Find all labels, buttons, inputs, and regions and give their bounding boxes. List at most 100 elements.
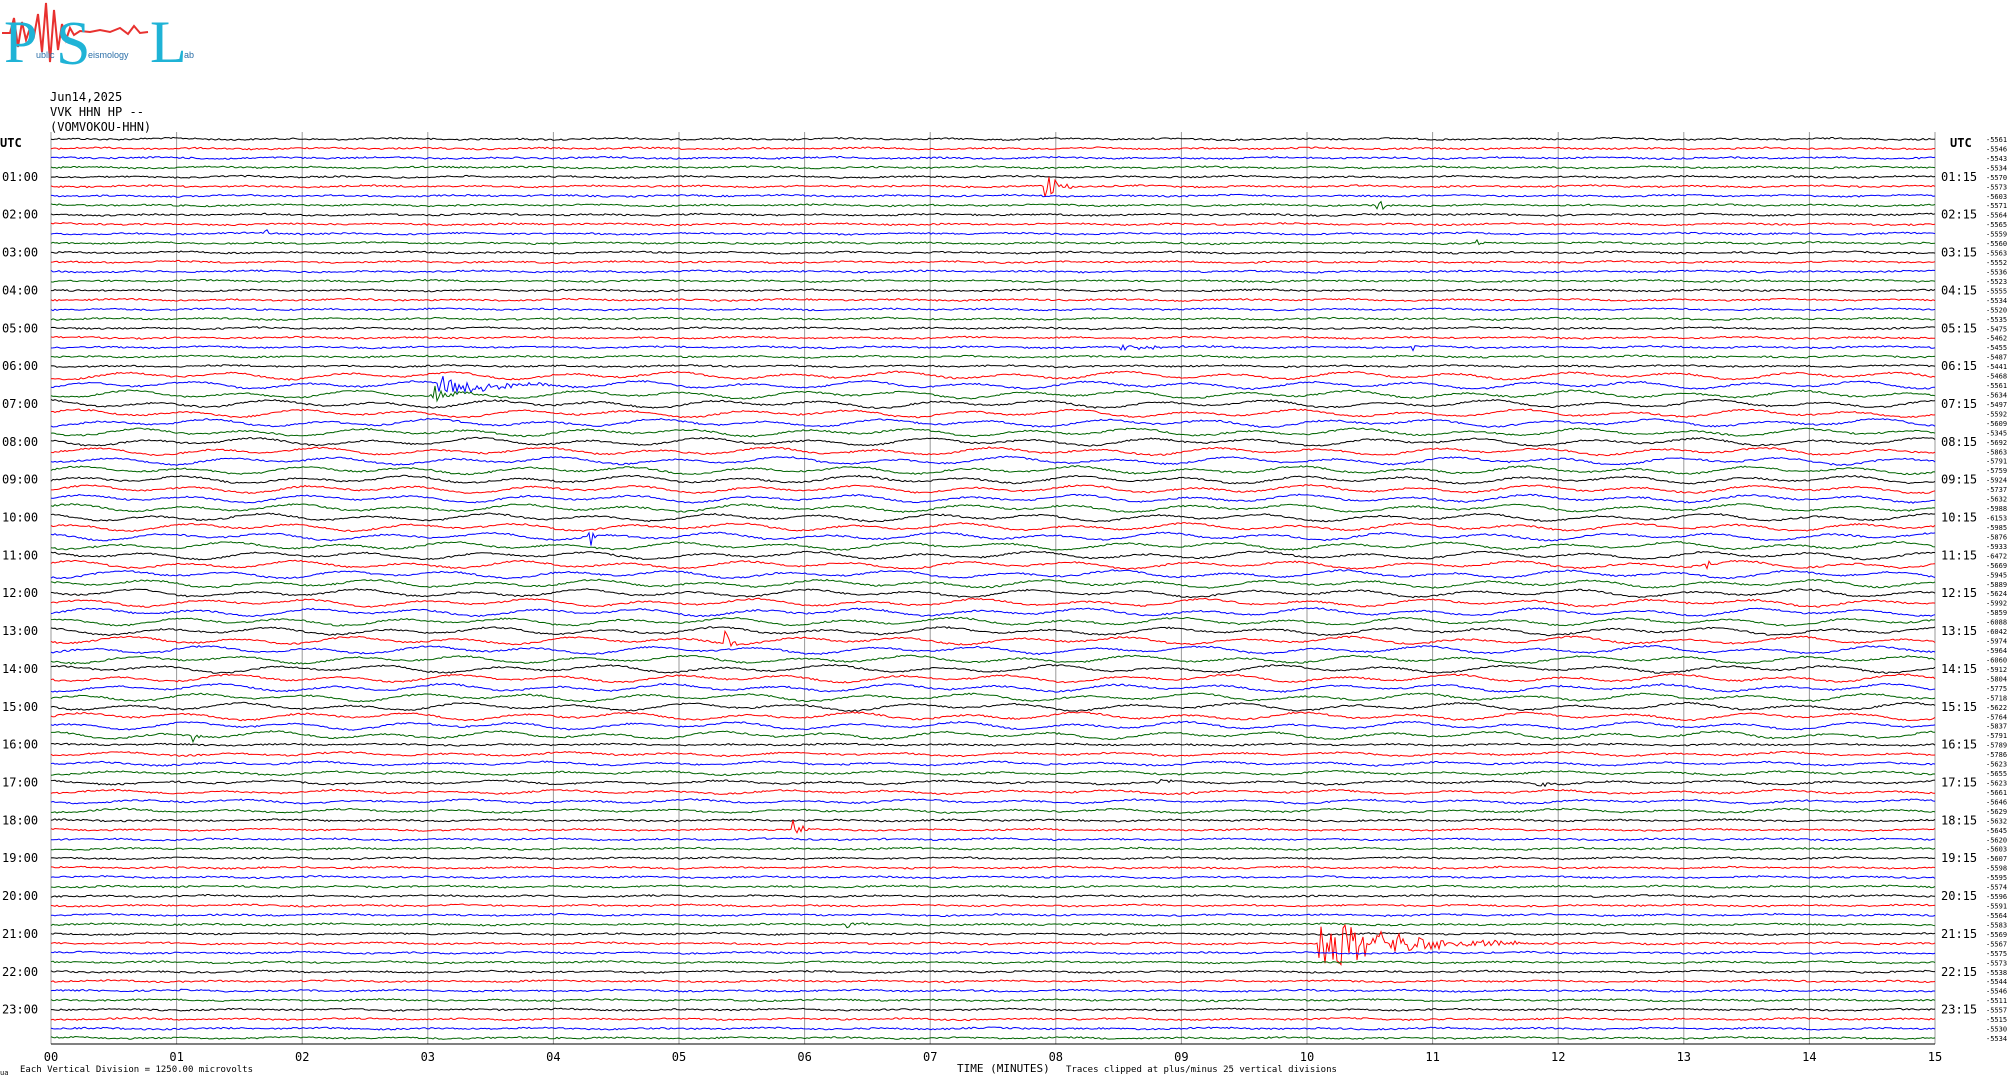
trace-offset-label: -5571 xyxy=(1986,202,2007,210)
trace-54 xyxy=(50,644,1936,656)
x-tick-label: 04 xyxy=(546,1050,560,1064)
left-hour-label: 06:00 xyxy=(2,359,38,373)
trace-offset-label: -5573 xyxy=(1986,959,2007,967)
trace-offset-label: -5497 xyxy=(1986,401,2007,409)
trace-offset-label: -5563 xyxy=(1986,250,2007,258)
x-tick-label: 05 xyxy=(672,1050,686,1064)
right-hour-label: 18:15 xyxy=(1941,813,1977,827)
trace-64 xyxy=(50,742,1936,747)
trace-offset-label: -5564 xyxy=(1986,212,2007,220)
trace-offset-label: -5863 xyxy=(1986,448,2007,456)
trace-offset-label: -5609 xyxy=(1986,420,2007,428)
trace-92 xyxy=(51,1007,1936,1012)
trace-offset-label: -5583 xyxy=(1986,921,2007,929)
trace-1 xyxy=(50,146,1935,151)
trace-offset-label: -5559 xyxy=(1986,231,2007,239)
trace-offset-label: -5789 xyxy=(1986,742,2007,750)
trace-offset-label: -5629 xyxy=(1986,808,2007,816)
left-hour-label: 17:00 xyxy=(2,775,38,789)
trace-offset-label: -5985 xyxy=(1986,524,2007,532)
seismic-traces xyxy=(50,136,1936,1040)
trace-offset-label: -5992 xyxy=(1986,600,2007,608)
trace-12 xyxy=(50,250,1936,255)
trace-offset-label: -5804 xyxy=(1986,675,2007,683)
trace-offset-label: -5632 xyxy=(1986,496,2007,504)
trace-45 xyxy=(50,559,1936,570)
trace-65 xyxy=(50,750,1936,758)
logo-letter-p: P xyxy=(4,9,37,75)
trace-53 xyxy=(50,629,1936,648)
left-hour-label: 07:00 xyxy=(2,397,38,411)
trace-57 xyxy=(50,673,1936,684)
trace-offset-label: -5570 xyxy=(1986,174,2007,182)
trace-offset-label: -5737 xyxy=(1986,486,2007,494)
left-hour-label: 18:00 xyxy=(2,813,38,827)
right-hour-label: 11:15 xyxy=(1941,548,1977,562)
trace-91 xyxy=(50,998,1936,1003)
trace-offset-label: -5511 xyxy=(1986,997,2007,1005)
trace-offset-label: -6042 xyxy=(1986,628,2007,636)
x-tick-label: 09 xyxy=(1174,1050,1188,1064)
trace-13 xyxy=(50,259,1936,265)
trace-offset-label: -5595 xyxy=(1986,874,2007,882)
right-hour-label: 02:15 xyxy=(1941,208,1977,222)
trace-offset-label: -5534 xyxy=(1986,164,2007,172)
trace-90 xyxy=(50,988,1936,993)
trace-offset-label: -5759 xyxy=(1986,467,2007,475)
trace-41 xyxy=(50,522,1936,533)
trace-offset-label: -5561 xyxy=(1986,382,2007,390)
right-hour-label: 20:15 xyxy=(1941,889,1977,903)
trace-offset-label: -5520 xyxy=(1986,306,2007,314)
trace-offset-label: -5692 xyxy=(1986,439,2007,447)
trace-89 xyxy=(50,979,1936,984)
trace-offset-label: -5933 xyxy=(1986,543,2007,551)
x-tick-label: 00 xyxy=(44,1050,58,1064)
logo-letter-s: S xyxy=(56,10,90,78)
left-hour-label: 03:00 xyxy=(2,246,38,260)
trace-offset-label: -5775 xyxy=(1986,685,2007,693)
trace-offset-label: -5620 xyxy=(1986,836,2007,844)
trace-76 xyxy=(50,856,1936,861)
trace-26 xyxy=(50,376,1936,394)
right-hour-label: 14:15 xyxy=(1941,662,1977,676)
trace-offset-label: -5876 xyxy=(1986,533,2007,541)
trace-3 xyxy=(50,165,1936,170)
trace-offset-label: -5565 xyxy=(1986,221,2007,229)
trace-16 xyxy=(51,288,1936,293)
right-hour-label: 05:15 xyxy=(1941,321,1977,335)
trace-offset-label: -5964 xyxy=(1986,647,2007,655)
x-axis-title: TIME (MINUTES) xyxy=(957,1062,1050,1075)
right-hour-label: 17:15 xyxy=(1941,775,1977,789)
x-tick-label: 12 xyxy=(1551,1050,1565,1064)
left-hour-label: 20:00 xyxy=(2,889,38,903)
trace-14 xyxy=(50,269,1936,274)
trace-49 xyxy=(50,597,1936,608)
right-hour-label: 22:15 xyxy=(1941,965,1977,979)
trace-offset-label: -5535 xyxy=(1986,316,2007,324)
trace-19 xyxy=(50,316,1936,321)
trace-offset-label: -5561 xyxy=(1986,136,2007,144)
trace-offset-label: -5661 xyxy=(1986,789,2007,797)
right-hour-label: 07:15 xyxy=(1941,397,1977,411)
trace-33 xyxy=(50,446,1936,457)
trace-82 xyxy=(51,912,1936,918)
trace-94 xyxy=(50,1026,1936,1031)
trace-offset-label: -5596 xyxy=(1986,893,2007,901)
trace-79 xyxy=(50,884,1936,889)
trace-offset-label: -5515 xyxy=(1986,1016,2007,1024)
trace-offset-label: -5945 xyxy=(1986,571,2007,579)
trace-27 xyxy=(50,385,1936,403)
trace-62 xyxy=(50,720,1936,731)
left-hour-label: 12:00 xyxy=(2,586,38,600)
trace-30 xyxy=(50,417,1936,428)
trace-52 xyxy=(50,626,1936,637)
right-hour-label: 08:15 xyxy=(1941,435,1977,449)
trace-81 xyxy=(50,903,1936,908)
trace-offset-label: -5974 xyxy=(1986,638,2007,646)
trace-50 xyxy=(50,607,1936,618)
trace-offset-label: -5623 xyxy=(1986,761,2007,769)
trace-offset-label: -5718 xyxy=(1986,694,2007,702)
x-axis-ticks: 00 01 02 03 04 05 06 07 08 09 10 11 12 13 14 15 xyxy=(44,1050,1942,1064)
right-axis-label: UTC xyxy=(1950,136,1972,150)
trace-offset-label: -5345 xyxy=(1986,429,2007,437)
